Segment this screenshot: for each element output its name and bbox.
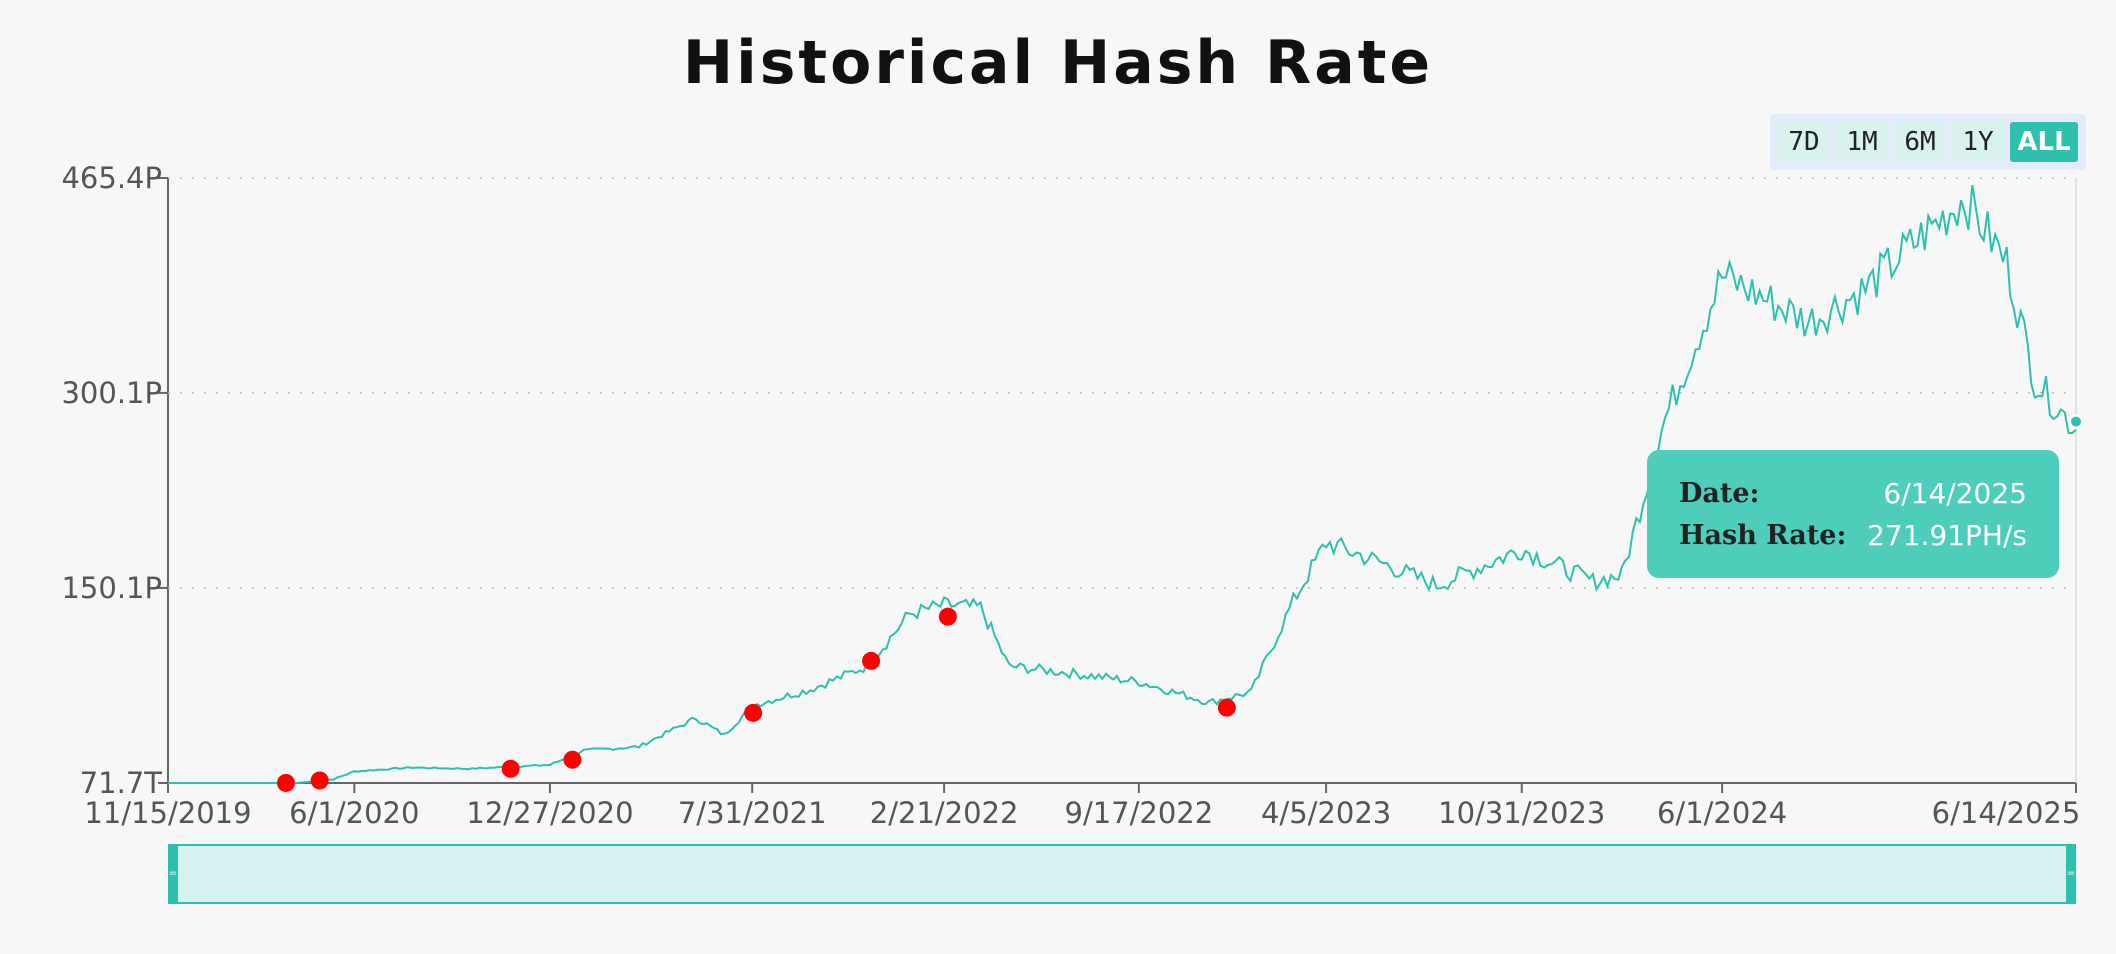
x-tick-label: 4/5/2023 [1261, 796, 1391, 830]
event-marker[interactable] [862, 651, 881, 670]
event-marker[interactable] [1217, 698, 1236, 717]
hover-tooltip: Date: 6/14/2025 Hash Rate: 271.91PH/s [1647, 450, 2059, 578]
y-tick-label: 300.1P [61, 376, 162, 410]
x-tick-label: 2/21/2022 [870, 796, 1019, 830]
event-marker[interactable] [276, 773, 295, 792]
highlight-point [2069, 414, 2083, 429]
x-tick-label: 6/1/2020 [289, 796, 419, 830]
hash-rate-line [168, 185, 2077, 784]
x-axis-ticks: 11/15/2019 6/1/2020 12/27/2020 7/31/2021 2/2… [84, 783, 2080, 830]
range-1m-button[interactable]: 1M [1836, 122, 1888, 162]
x-tick-label: 7/31/2021 [678, 796, 827, 830]
event-marker[interactable] [501, 759, 520, 778]
chart-title: Historical Hash Rate [682, 28, 1434, 98]
tooltip-date-label: Date: [1679, 477, 1760, 509]
hash-rate-chart[interactable]: 71.7T 150.1P 300.1P 465.4P 11/15/2019 6/1/20… [0, 0, 2116, 830]
tooltip-date-value: 6/14/2025 [1883, 476, 2027, 510]
range-6m-button[interactable]: 6M [1894, 122, 1946, 162]
x-tick-label: 6/1/2024 [1657, 796, 1787, 830]
range-1y-button[interactable]: 1Y [1952, 122, 2004, 162]
tooltip-rate-row: Hash Rate: 271.91PH/s [1679, 514, 2027, 556]
x-tick-label: 6/14/2025 [1932, 796, 2081, 830]
event-marker[interactable] [310, 771, 329, 790]
y-tick-label: 150.1P [61, 571, 162, 605]
y-axis-ticks: 71.7T 150.1P 300.1P 465.4P [61, 161, 168, 800]
x-tick-label: 11/15/2019 [84, 796, 251, 830]
range-selector: 7D 1M 6M 1Y ALL [1770, 114, 2086, 170]
y-tick-label: 465.4P [61, 161, 162, 195]
event-marker[interactable] [938, 607, 957, 626]
zoom-right-handle[interactable]: = [2066, 844, 2076, 904]
event-markers [276, 607, 1236, 792]
x-tick-label: 10/31/2023 [1438, 796, 1605, 830]
event-marker[interactable] [744, 703, 763, 722]
range-all-button[interactable]: ALL [2010, 122, 2078, 162]
zoom-slider[interactable]: = = [168, 844, 2076, 904]
tooltip-date-row: Date: 6/14/2025 [1679, 472, 2027, 514]
y-tick-label: 71.7T [80, 766, 163, 800]
x-tick-label: 9/17/2022 [1065, 796, 1214, 830]
range-7d-button[interactable]: 7D [1778, 122, 1830, 162]
event-marker[interactable] [563, 750, 582, 769]
tooltip-rate-label: Hash Rate: [1679, 519, 1847, 551]
tooltip-rate-value: 271.91PH/s [1867, 518, 2027, 552]
zoom-left-handle[interactable]: = [168, 844, 178, 904]
x-tick-label: 12/27/2020 [466, 796, 633, 830]
grid-lines [167, 177, 2077, 784]
